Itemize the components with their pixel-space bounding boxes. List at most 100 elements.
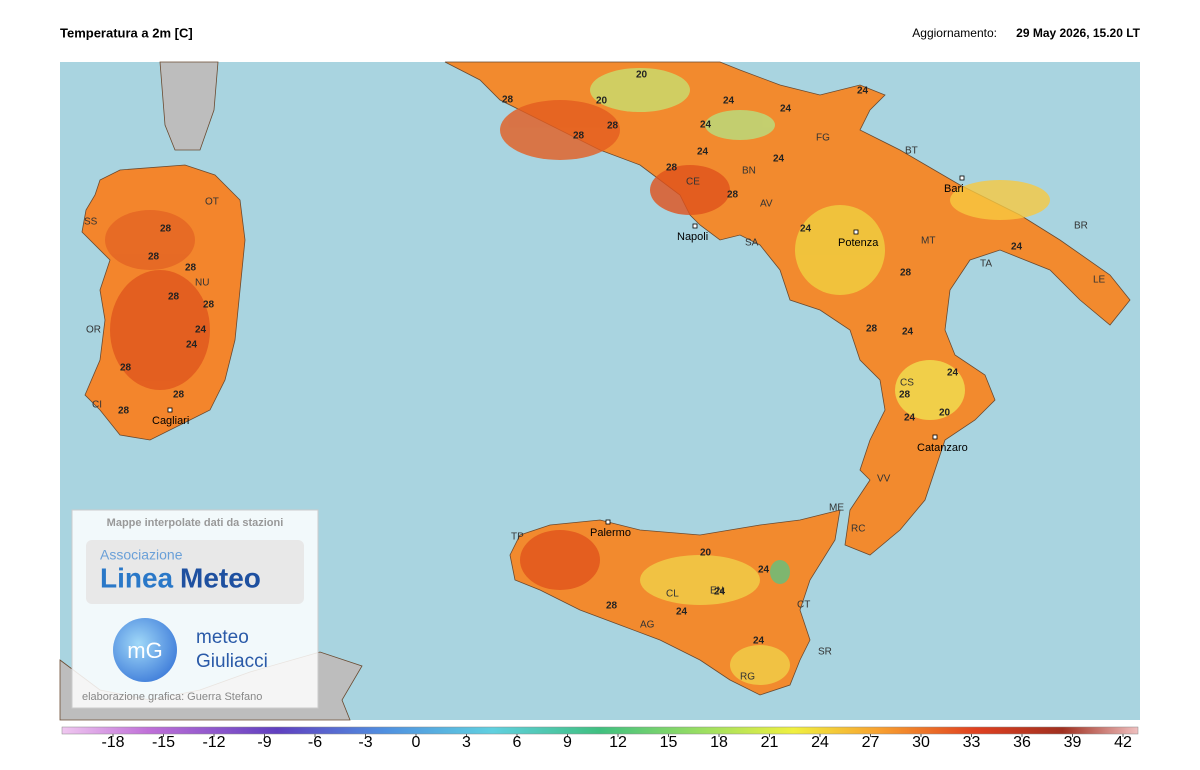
province-code: EN <box>710 586 724 597</box>
isotherm-label: 20 <box>636 70 648 81</box>
colorbar-label: 42 <box>1114 734 1132 751</box>
city-marker <box>853 229 859 235</box>
isotherm-label: 24 <box>186 340 198 351</box>
city-label: Cagliari <box>152 415 189 427</box>
province-code: SR <box>818 647 832 658</box>
corsica <box>159 61 219 151</box>
isotherm-label: 24 <box>700 120 712 131</box>
province-code: FG <box>816 133 830 144</box>
colorbar-label: -18 <box>101 734 124 751</box>
colorbar-label: 15 <box>660 734 678 751</box>
cool-area <box>705 110 775 140</box>
province-code: CT <box>797 600 810 611</box>
colorbar-label: -3 <box>358 734 372 751</box>
colorbar-label: 9 <box>563 734 572 751</box>
mainland <box>444 61 1131 556</box>
isotherm-label: 28 <box>120 363 132 374</box>
colorbar-label: 6 <box>513 734 522 751</box>
city-label: Potenza <box>838 237 879 249</box>
province-code: SS <box>84 217 98 228</box>
update-label: Aggiornamento: <box>912 26 997 40</box>
colorbar-label: -6 <box>308 734 322 751</box>
isotherm-label: 28 <box>160 224 172 235</box>
city-label: Bari <box>944 183 964 195</box>
credits-box <box>71 509 319 709</box>
province-code: BR <box>1074 221 1088 232</box>
province-code: TP <box>511 532 524 543</box>
city-marker <box>932 434 938 440</box>
isotherm-label: 28 <box>607 121 619 132</box>
isotherm-label: 24 <box>902 327 914 338</box>
province-code: CL <box>666 589 679 600</box>
mild-area <box>730 645 790 685</box>
update-time: 29 May 2026, 15.20 LT <box>1016 26 1141 40</box>
temperature-field <box>105 68 1050 685</box>
province-code: RG <box>740 672 755 683</box>
logo-linea-text: Linea <box>100 562 174 593</box>
logo-meteo-text: Meteo <box>180 562 261 593</box>
province-code: NU <box>195 278 209 289</box>
isotherm-label: 28 <box>203 300 215 311</box>
isotherm-label: 24 <box>753 636 765 647</box>
credits-caption: Mappe interpolate dati da stazioni <box>107 517 284 529</box>
province-code: BN <box>742 166 756 177</box>
warm-area <box>110 270 210 390</box>
isotherm-label: 28 <box>168 292 180 303</box>
isotherm-label: 24 <box>676 607 688 618</box>
colorbar-label: 12 <box>609 734 627 751</box>
colorbar <box>61 726 1139 735</box>
colorbar-label: 36 <box>1013 734 1031 751</box>
colorbar-label: 39 <box>1064 734 1082 751</box>
city-marker <box>605 519 611 525</box>
province-code: TA <box>980 259 992 270</box>
isotherm-label: 24 <box>1011 242 1023 253</box>
isotherm-label: 24 <box>723 96 735 107</box>
province-code: CS <box>900 378 914 389</box>
province-code: OT <box>205 197 219 208</box>
colorbar-label: 27 <box>862 734 880 751</box>
mild-area <box>895 360 965 420</box>
city-marker <box>167 407 173 413</box>
map-title: Temperatura a 2m [C] <box>60 25 193 40</box>
province-code: ME <box>829 503 844 514</box>
province-code: LE <box>1093 275 1106 286</box>
province-code: AV <box>760 199 773 210</box>
mild-area <box>795 205 885 295</box>
isotherm-label: 24 <box>714 587 726 598</box>
cool-area <box>590 68 690 112</box>
colorbar-label: -9 <box>257 734 271 751</box>
city-marker <box>959 175 965 181</box>
province-code: SA <box>745 238 759 249</box>
logo-linea <box>86 540 304 604</box>
isotherm-label: 24 <box>758 565 770 576</box>
isotherm-label: 28 <box>900 268 912 279</box>
warm-area <box>650 165 730 215</box>
province-code: MT <box>921 236 935 247</box>
isotherm-label: 24 <box>857 86 869 97</box>
isotherm-label: 28 <box>173 390 185 401</box>
isotherm-label: 24 <box>904 413 916 424</box>
province-code: CI <box>92 400 102 411</box>
isotherm-label: 28 <box>573 131 585 142</box>
isotherm-label: 28 <box>185 263 197 274</box>
isotherm-label: 20 <box>700 548 712 559</box>
colorbar-label: -12 <box>202 734 225 751</box>
isotherm-label: 24 <box>697 147 709 158</box>
logo-mg-text: mG <box>127 638 162 663</box>
isotherm-label: 28 <box>899 390 911 401</box>
colorbar-label: 3 <box>462 734 471 751</box>
colorbar-label: -15 <box>152 734 175 751</box>
isotherm-label: 24 <box>195 325 207 336</box>
isotherm-label: 28 <box>148 252 160 263</box>
logo-giuliacci-1: meteo <box>196 627 249 648</box>
province-code: BT <box>905 146 918 157</box>
isotherm-label: 24 <box>773 154 785 165</box>
overlay: Napoli Bari Potenza Catanzaro Palermo Cagliar… <box>84 70 1132 752</box>
etna <box>770 560 790 584</box>
warm-area <box>500 100 620 160</box>
city-label: Napoli <box>677 231 708 243</box>
province-code: OR <box>86 325 101 336</box>
isotherm-label: 24 <box>780 104 792 115</box>
